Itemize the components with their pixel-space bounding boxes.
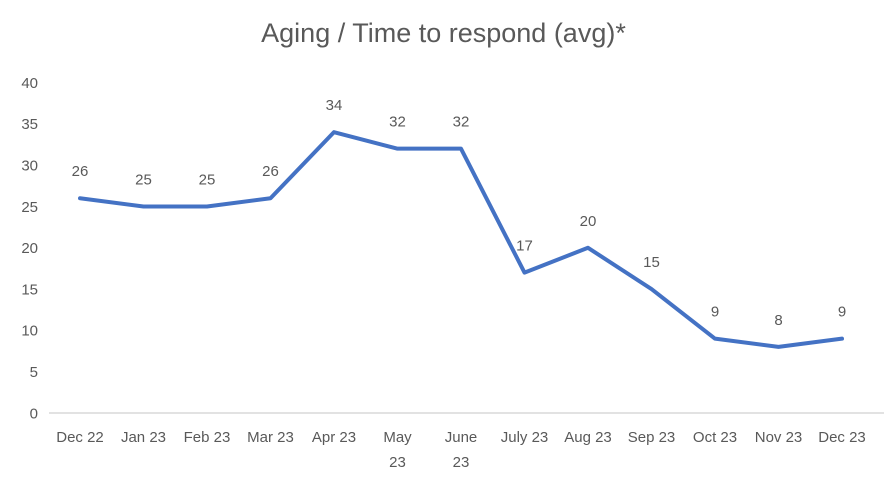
y-tick-label: 25 xyxy=(21,199,38,216)
y-tick-label: 10 xyxy=(21,323,38,340)
x-tick-label: Aug 23 xyxy=(564,429,612,446)
y-tick-label: 40 xyxy=(21,75,38,92)
y-tick-label: 30 xyxy=(21,157,38,174)
chart-title: Aging / Time to respond (avg)* xyxy=(261,18,626,48)
x-tick-label: Dec 22 xyxy=(56,429,104,446)
x-tick-label-line2: 23 xyxy=(453,454,470,471)
data-point-label: 20 xyxy=(580,213,597,230)
data-point-label: 25 xyxy=(199,172,216,189)
y-tick-label: 0 xyxy=(30,405,38,422)
x-tick-label-line2: 23 xyxy=(389,454,406,471)
x-tick-label: Nov 23 xyxy=(755,429,803,446)
data-point-label: 26 xyxy=(72,163,89,180)
x-tick-label: Mar 23 xyxy=(247,429,294,446)
data-point-label: 17 xyxy=(516,238,533,255)
data-point-label: 32 xyxy=(453,114,470,131)
y-tick-label: 20 xyxy=(21,240,38,257)
x-tick-label: Sep 23 xyxy=(628,429,676,446)
series-line xyxy=(78,130,844,349)
data-point-label: 8 xyxy=(774,312,782,329)
x-tick-label: June xyxy=(445,429,478,446)
x-tick-label: Apr 23 xyxy=(312,429,356,446)
data-point-label: 9 xyxy=(838,304,846,321)
data-point-label: 32 xyxy=(389,114,406,131)
x-tick-label: Feb 23 xyxy=(184,429,231,446)
x-tick-label: May xyxy=(383,429,412,446)
data-point-label: 25 xyxy=(135,172,152,189)
x-tick-label: July 23 xyxy=(501,429,549,446)
x-tick-label: Oct 23 xyxy=(693,429,737,446)
data-point-label: 9 xyxy=(711,304,719,321)
x-tick-label: Dec 23 xyxy=(818,429,866,446)
data-point-label: 34 xyxy=(326,97,343,114)
data-point-label: 15 xyxy=(643,254,660,271)
y-tick-label: 5 xyxy=(30,364,38,381)
y-tick-label: 35 xyxy=(21,116,38,133)
x-tick-label: Jan 23 xyxy=(121,429,166,446)
data-point-label: 26 xyxy=(262,163,279,180)
y-tick-label: 15 xyxy=(21,281,38,298)
